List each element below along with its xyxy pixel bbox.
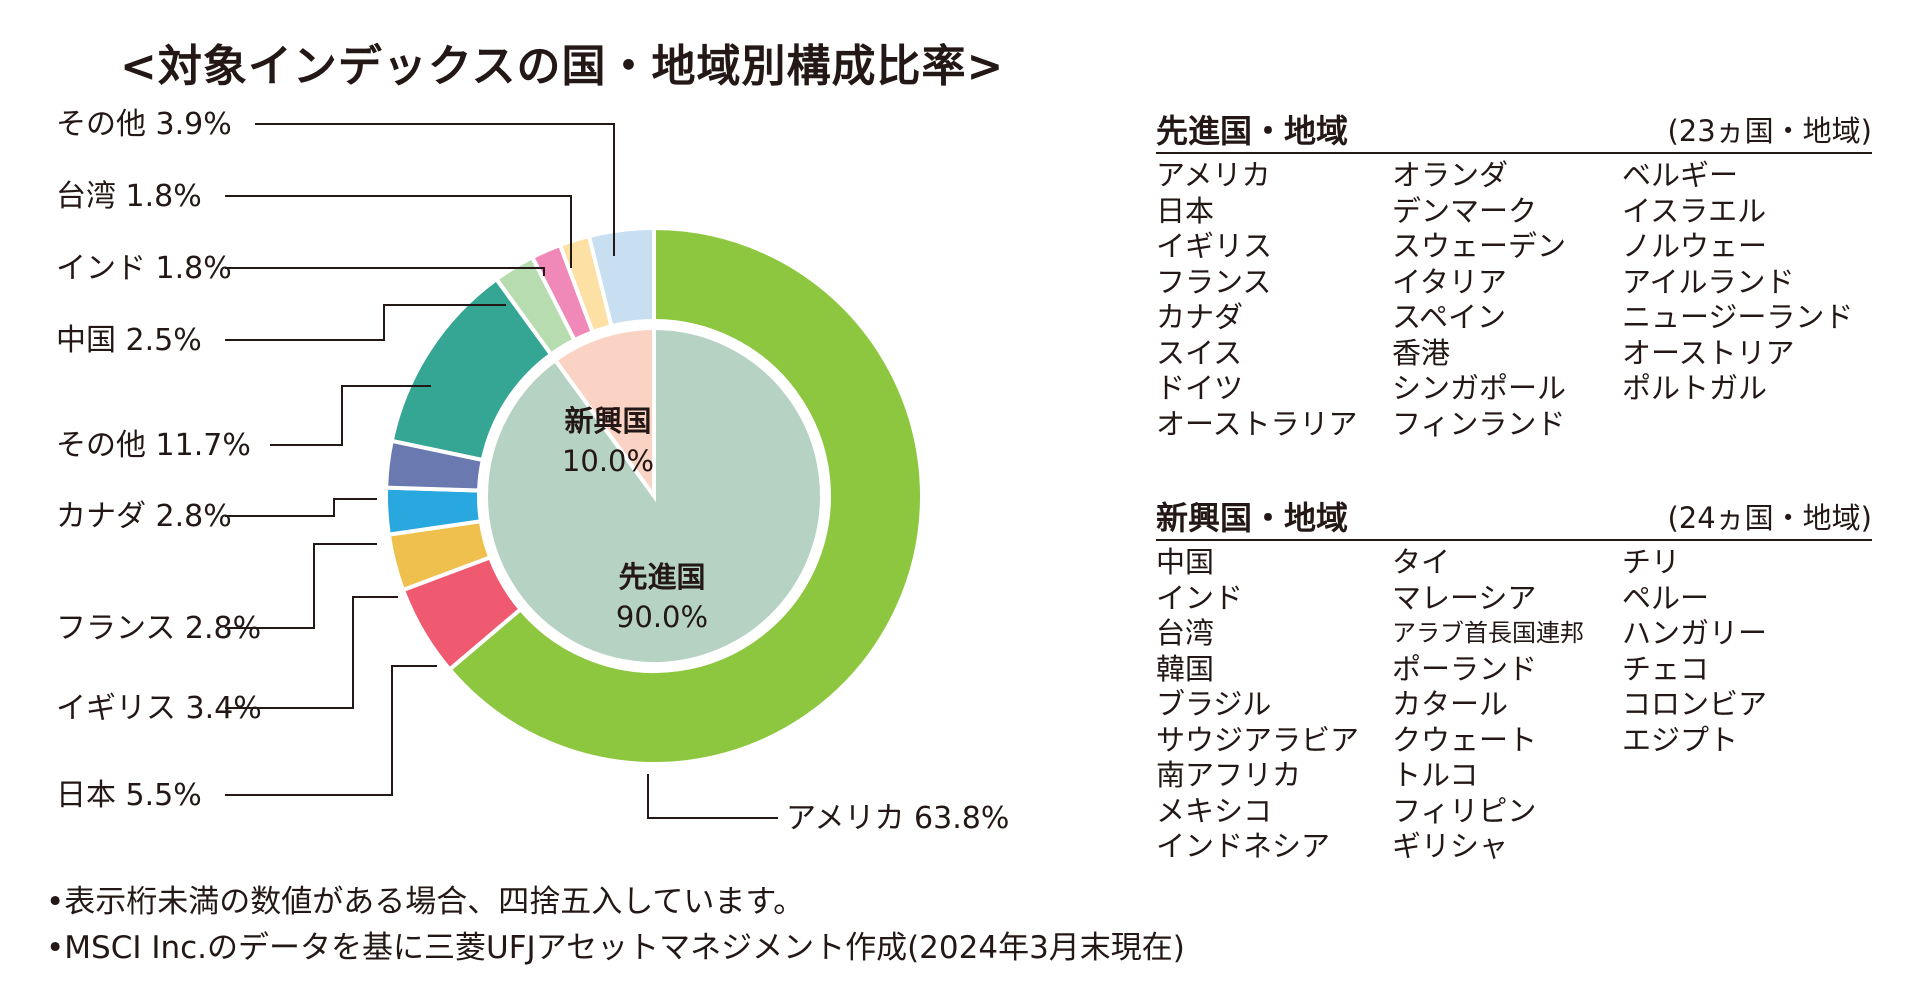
list-item: サウジアラビア (1156, 722, 1360, 757)
list-item: スウェーデン (1392, 229, 1567, 263)
list-item: チェコ (1622, 651, 1710, 686)
outer-ring (384, 225, 924, 766)
label-america: アメリカ 63.8% (786, 801, 1009, 836)
list-item: チリ (1622, 545, 1681, 579)
emerging-col-2: タイ マレーシア アラブ首長国連邦 ポーランド カタール クウェート トルコ フ… (1392, 545, 1584, 865)
list-item: オランダ (1392, 158, 1509, 192)
list-item: インドネシア (1156, 829, 1331, 863)
list-item: フィリピン (1392, 793, 1537, 828)
leader-line-canada (225, 498, 377, 517)
emerging-name: 新興国 (564, 404, 651, 438)
list-item: ギリシャ (1392, 829, 1509, 863)
emerging-header: 新興国・地域 (24ヵ国・地域) (1156, 491, 1872, 541)
list-item: ドイツ (1156, 371, 1244, 405)
developed-col-2: オランダ デンマーク スウェーデン イタリア スペイン 香港 シンガポール フィ… (1392, 158, 1566, 442)
list-item: 中国 (1156, 545, 1215, 579)
leader-lines (225, 123, 778, 819)
slice-emerging-other (586, 225, 656, 329)
slice-america (446, 225, 924, 766)
list-item: デンマーク (1392, 193, 1538, 228)
label-taiwan: 台湾 1.8% (56, 179, 202, 214)
list-item: ノルウェー (1622, 229, 1768, 263)
developed-heading: 先進国・地域 (1156, 112, 1349, 150)
label-canada: カナダ 2.8% (56, 499, 232, 534)
footnote-source: •MSCI Inc.のデータを基に三菱UFJアセットマネジメント作成(2024年… (46, 930, 1185, 966)
developed-col-1: アメリカ 日本 イギリス フランス カナダ スイス ドイツ オーストラリア (1156, 158, 1358, 442)
list-item: オーストラリア (1156, 406, 1358, 441)
list-item: 韓国 (1156, 651, 1215, 686)
developed-header: 先進国・地域 (23ヵ国・地域) (1156, 104, 1872, 154)
list-item: 台湾 (1156, 616, 1215, 650)
label-emerging-other: その他 3.9% (56, 107, 232, 142)
list-item: エジプト (1622, 722, 1739, 757)
list-item: アイルランド (1622, 264, 1795, 299)
chart-title: <対象インデックスの国・地域別構成比率> (120, 41, 1005, 92)
emerging-heading: 新興国・地域 (1156, 499, 1349, 537)
leader-line-china (225, 304, 506, 341)
label-developed-other: その他 11.7% (56, 428, 251, 463)
inner-slice-emerging (552, 325, 656, 503)
list-item: イギリス (1156, 229, 1273, 263)
list-item: フィンランド (1392, 406, 1566, 441)
list-item: オーストリア (1622, 335, 1795, 370)
list-item: 日本 (1156, 193, 1215, 228)
leader-line-developed-other (270, 385, 431, 446)
list-item: インド (1156, 580, 1244, 615)
list-item: ベルギー (1622, 158, 1739, 192)
developed-count: (23ヵ国・地域) (1667, 114, 1872, 148)
list-item: メキシコ (1156, 793, 1273, 828)
list-item: スペイン (1392, 300, 1506, 334)
emerging-col-1: 中国 インド 台湾 韓国 ブラジル サウジアラビア 南アフリカ メキシコ インド… (1156, 545, 1359, 865)
list-item: シンガポール (1392, 371, 1567, 405)
list-item: アラブ首長国連邦 (1392, 619, 1584, 647)
list-item: ブラジル (1156, 687, 1272, 721)
emerging-count: (24ヵ国・地域) (1667, 501, 1872, 535)
list-item: スイス (1156, 335, 1243, 370)
developed-name: 先進国 (618, 560, 705, 594)
developed-value: 90.0% (616, 600, 708, 634)
list-item: トルコ (1392, 758, 1479, 792)
footnote-rounding: •表示桁未満の数値がある場合、四捨五入しています。 (46, 884, 805, 920)
emerging-value: 10.0% (562, 444, 654, 478)
list-item: イスラエル (1622, 193, 1767, 228)
label-india: インド 1.8% (56, 251, 232, 286)
list-item: イタリア (1392, 264, 1507, 299)
leader-line-uk (225, 596, 398, 709)
list-item: タイ (1392, 545, 1451, 579)
label-japan: 日本 5.5% (56, 778, 202, 813)
list-item: ポーランド (1392, 651, 1538, 686)
list-item: 香港 (1392, 335, 1451, 370)
emerging-col-3: チリ ペルー ハンガリー チェコ コロンビア エジプト (1622, 545, 1767, 758)
inner-pie (484, 325, 824, 666)
leader-line-emerging-other (255, 123, 615, 256)
list-item: カナダ (1156, 300, 1244, 334)
list-item: 南アフリカ (1156, 758, 1302, 792)
inner-labels: 新興国 10.0% 先進国 90.0% (562, 404, 708, 634)
list-item: ニュージーランド (1622, 300, 1854, 334)
list-item: フランス (1156, 264, 1272, 299)
list-item: アメリカ (1156, 158, 1271, 192)
leader-line-france (225, 543, 377, 629)
developed-col-3: ベルギー イスラエル ノルウェー アイルランド ニュージーランド オーストリア … (1622, 158, 1853, 407)
leader-line-india (225, 267, 545, 276)
list-item: ハンガリー (1622, 616, 1768, 650)
leader-line-america (647, 774, 778, 819)
label-uk: イギリス 3.4% (56, 691, 262, 726)
leader-line-taiwan (225, 195, 572, 268)
label-china: 中国 2.5% (56, 323, 202, 358)
list-item: クウェート (1392, 722, 1538, 757)
leader-line-japan (225, 665, 437, 796)
list-item: ペルー (1622, 580, 1710, 615)
list-item: マレーシア (1392, 580, 1537, 615)
list-item: コロンビア (1622, 687, 1768, 721)
label-france: フランス 2.8% (56, 611, 261, 646)
list-item: ポルトガル (1622, 371, 1768, 405)
list-item: カタール (1392, 687, 1509, 721)
slice-labels: アメリカ 63.8% 日本 5.5% イギリス 3.4% フランス 2.8% カ… (56, 107, 1009, 836)
